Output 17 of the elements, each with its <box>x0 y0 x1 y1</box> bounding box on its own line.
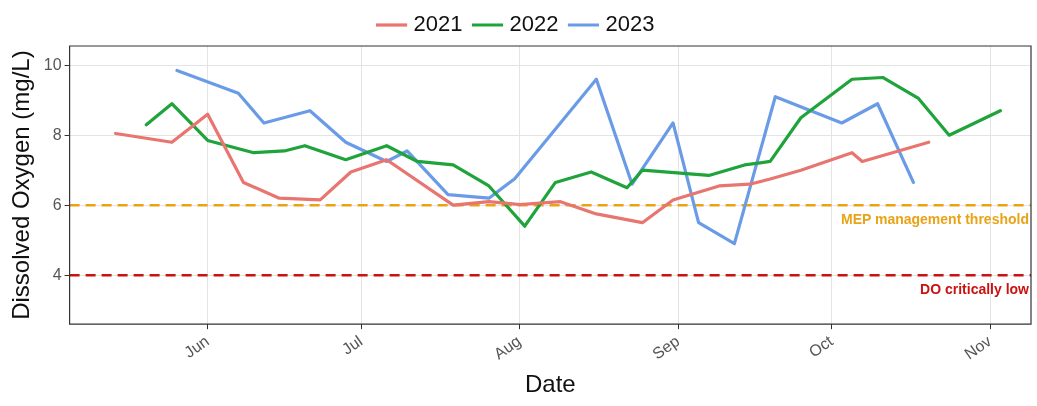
x-tick-label: Jun <box>181 332 212 361</box>
legend-label: 2023 <box>605 11 655 37</box>
y-tick-label: 4 <box>52 265 62 283</box>
ref-line-label: MEP management threshold <box>840 211 1029 228</box>
x-tick-label: Jul <box>338 332 366 358</box>
y-axis-title: Dissolved Oxygen (mg/L) <box>7 50 35 320</box>
legend-label: 2021 <box>413 11 463 37</box>
y-tick-label: 10 <box>43 55 62 73</box>
ref-line-label: DO critically low <box>920 281 1030 298</box>
x-tick-label: Nov <box>961 332 995 363</box>
x-tick-label: Sep <box>649 332 683 363</box>
y-tick-label: 6 <box>52 195 62 213</box>
x-tick-label: Aug <box>490 332 524 363</box>
y-tick-label: 8 <box>52 125 62 143</box>
legend-label: 2022 <box>509 11 559 37</box>
x-axis-title: Date <box>524 370 576 398</box>
x-tick-label: Oct <box>805 331 837 361</box>
